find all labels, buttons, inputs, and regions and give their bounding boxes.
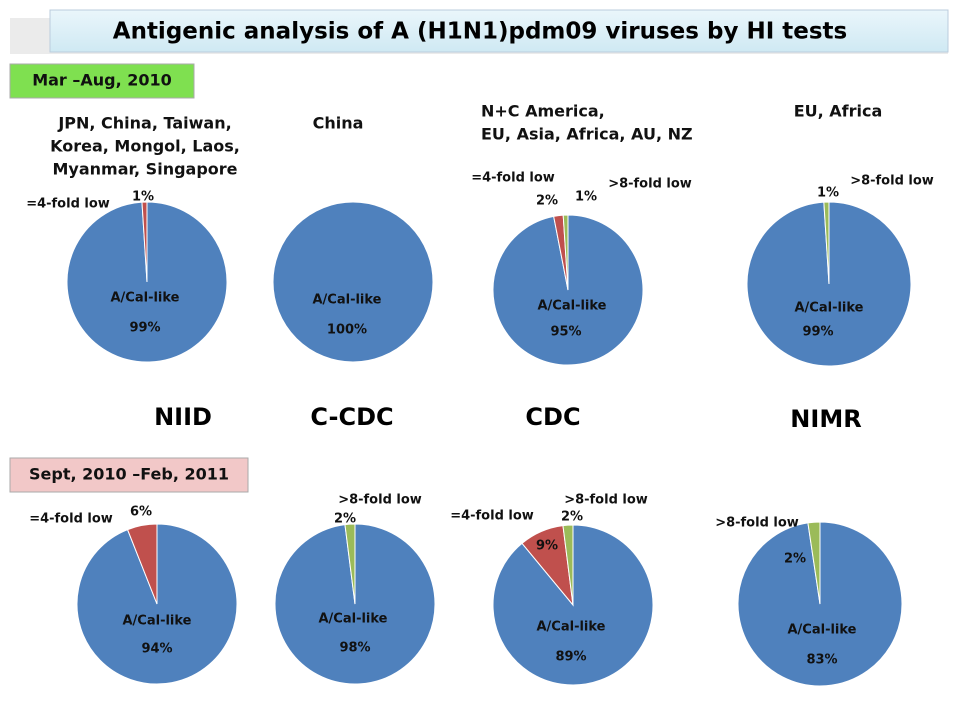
pie-slice: [807, 521, 821, 605]
chart-title: EU, Asia, Africa, AU, NZ: [481, 125, 693, 144]
slice-value-label: 99%: [802, 325, 833, 340]
pie-slice: [126, 523, 158, 605]
chart-title: Korea, Mongol, Laos,: [50, 137, 240, 156]
chart-title: Myanmar, Singapore: [52, 160, 237, 179]
slice-value-label: 100%: [327, 323, 367, 338]
chart-title: N+C America,: [481, 102, 605, 121]
slice-value-label: 99%: [129, 321, 160, 336]
lab-label: C-CDC: [310, 403, 393, 431]
lab-label: NIMR: [790, 405, 861, 433]
slice-category-label: A/Cal-like: [538, 299, 607, 314]
slice-value-label: 1%: [132, 190, 154, 205]
slice-value-label: 2%: [536, 194, 558, 209]
slice-category-label: =4-fold low: [471, 171, 555, 186]
slice-value-label: 83%: [806, 653, 837, 668]
period-box: [9, 63, 195, 99]
pie-slice: [344, 523, 356, 605]
slice-value-label: 9%: [536, 539, 558, 554]
pie-slice: [141, 201, 148, 283]
slice-category-label: >8-fold low: [850, 174, 934, 189]
slice-category-label: A/Cal-like: [313, 293, 382, 308]
slice-category-label: A/Cal-like: [795, 301, 864, 316]
chart-title: JPN, China, Taiwan,: [57, 114, 231, 133]
pie-slice: [823, 201, 830, 285]
lab-label: NIID: [154, 403, 212, 431]
slice-value-label: 2%: [561, 510, 583, 525]
period-label: Sept, 2010 –Feb, 2011: [29, 465, 229, 484]
slice-value-label: 6%: [130, 505, 152, 520]
slice-value-label: 2%: [784, 552, 806, 567]
slice-value-label: 2%: [334, 512, 356, 527]
slice-category-label: =4-fold low: [450, 509, 534, 524]
pie-slice: [562, 214, 569, 291]
lab-label: CDC: [525, 403, 580, 431]
chart-title: EU, Africa: [794, 102, 883, 121]
slice-category-label: >8-fold low: [608, 177, 692, 192]
slice-category-label: >8-fold low: [338, 493, 422, 508]
period-label: Mar –Aug, 2010: [32, 71, 172, 90]
slice-value-label: 95%: [550, 325, 581, 340]
slice-value-label: 94%: [141, 642, 172, 657]
slice-value-label: 98%: [339, 641, 370, 656]
slice-value-label: 1%: [575, 190, 597, 205]
slice-category-label: =4-fold low: [29, 512, 113, 527]
slice-category-label: =4-fold low: [26, 197, 110, 212]
slice-category-label: A/Cal-like: [788, 623, 857, 638]
pie-slice: [562, 524, 574, 606]
slice-category-label: A/Cal-like: [111, 291, 180, 306]
slice-category-label: >8-fold low: [715, 516, 799, 531]
slice-value-label: 1%: [817, 186, 839, 201]
slice-category-label: A/Cal-like: [123, 614, 192, 629]
pie-slice: [272, 201, 434, 363]
slice-category-label: A/Cal-like: [537, 620, 606, 635]
slide-title: Antigenic analysis of A (H1N1)pdm09 viru…: [113, 19, 847, 45]
slice-category-label: >8-fold low: [564, 493, 648, 508]
title-box: [49, 9, 949, 53]
chart-title: China: [313, 114, 364, 133]
slice-category-label: A/Cal-like: [319, 612, 388, 627]
slice-value-label: 89%: [555, 650, 586, 665]
period-box: [9, 457, 249, 493]
